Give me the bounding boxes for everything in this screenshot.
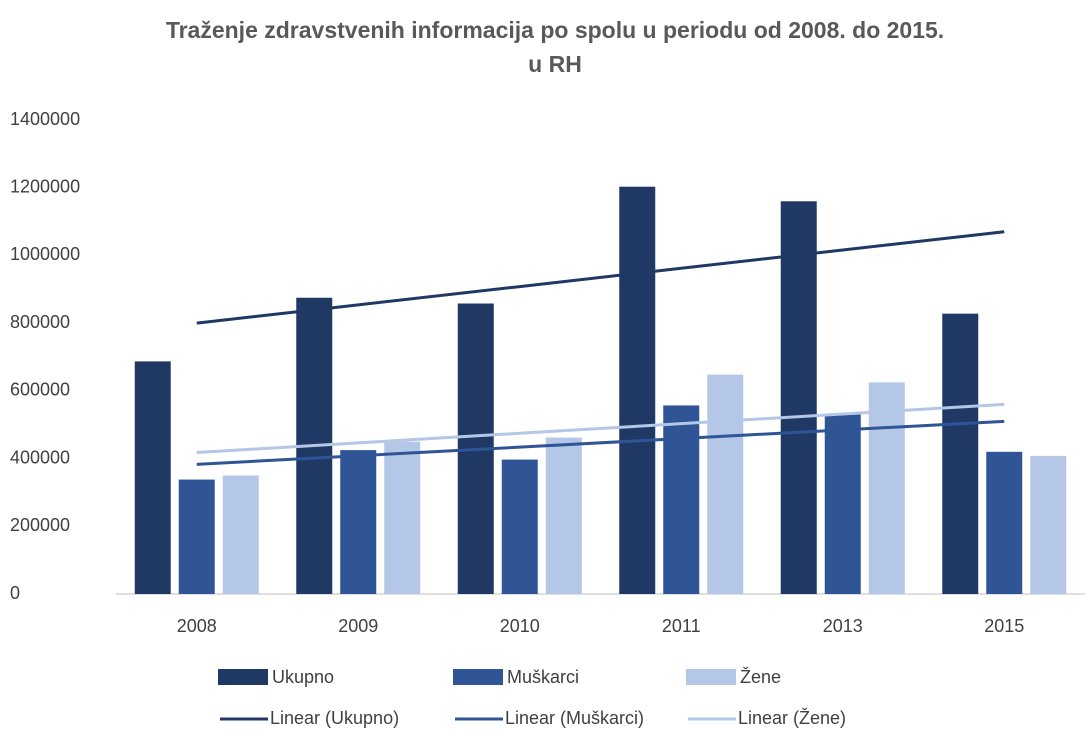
y-tick-label: 400000 — [10, 447, 70, 467]
legend-label: Žene — [740, 667, 781, 687]
bar — [663, 405, 700, 594]
legend-label: Ukupno — [272, 667, 334, 687]
trend-line — [196, 402, 1005, 454]
bar — [134, 361, 171, 594]
chart-title: Traženje zdravstvenih informacija po spo… — [166, 17, 944, 77]
x-tick-label: 2010 — [500, 616, 540, 636]
x-tick-label: 2008 — [177, 616, 217, 636]
bar — [545, 437, 582, 594]
y-tick-label: 800000 — [10, 312, 70, 332]
x-tick-label: 2009 — [338, 616, 378, 636]
bar — [340, 450, 377, 594]
bar — [707, 374, 744, 594]
bar — [986, 451, 1023, 594]
bar — [619, 186, 656, 594]
bar — [1030, 455, 1067, 594]
legend-label: Muškarci — [507, 667, 579, 687]
bar — [178, 479, 215, 594]
trend-line — [196, 230, 1005, 325]
y-tick-label: 0 — [10, 583, 20, 603]
x-tick-label: 2011 — [662, 616, 701, 636]
y-tick-label: 1400000 — [10, 109, 80, 129]
legend-label: Linear (Muškarci) — [505, 708, 644, 728]
legend-label: Linear (Žene) — [738, 708, 846, 728]
legend-swatch — [686, 669, 736, 685]
y-tick-label: 1200000 — [10, 176, 80, 196]
bar — [384, 441, 421, 594]
bar — [780, 201, 817, 594]
legend-swatch — [218, 669, 268, 685]
bar — [824, 414, 861, 594]
legend-swatch — [453, 669, 503, 685]
x-tick-label: 2015 — [984, 616, 1024, 636]
trend-line — [196, 419, 1005, 466]
y-tick-label: 200000 — [10, 515, 70, 535]
y-tick-label: 1000000 — [10, 244, 80, 264]
legend-label: Linear (Ukupno) — [270, 708, 399, 728]
bar — [868, 382, 905, 594]
y-tick-label: 600000 — [10, 380, 70, 400]
bar — [501, 459, 538, 594]
bar — [222, 475, 259, 594]
x-tick-label: 2013 — [823, 616, 863, 636]
bar — [942, 313, 979, 594]
